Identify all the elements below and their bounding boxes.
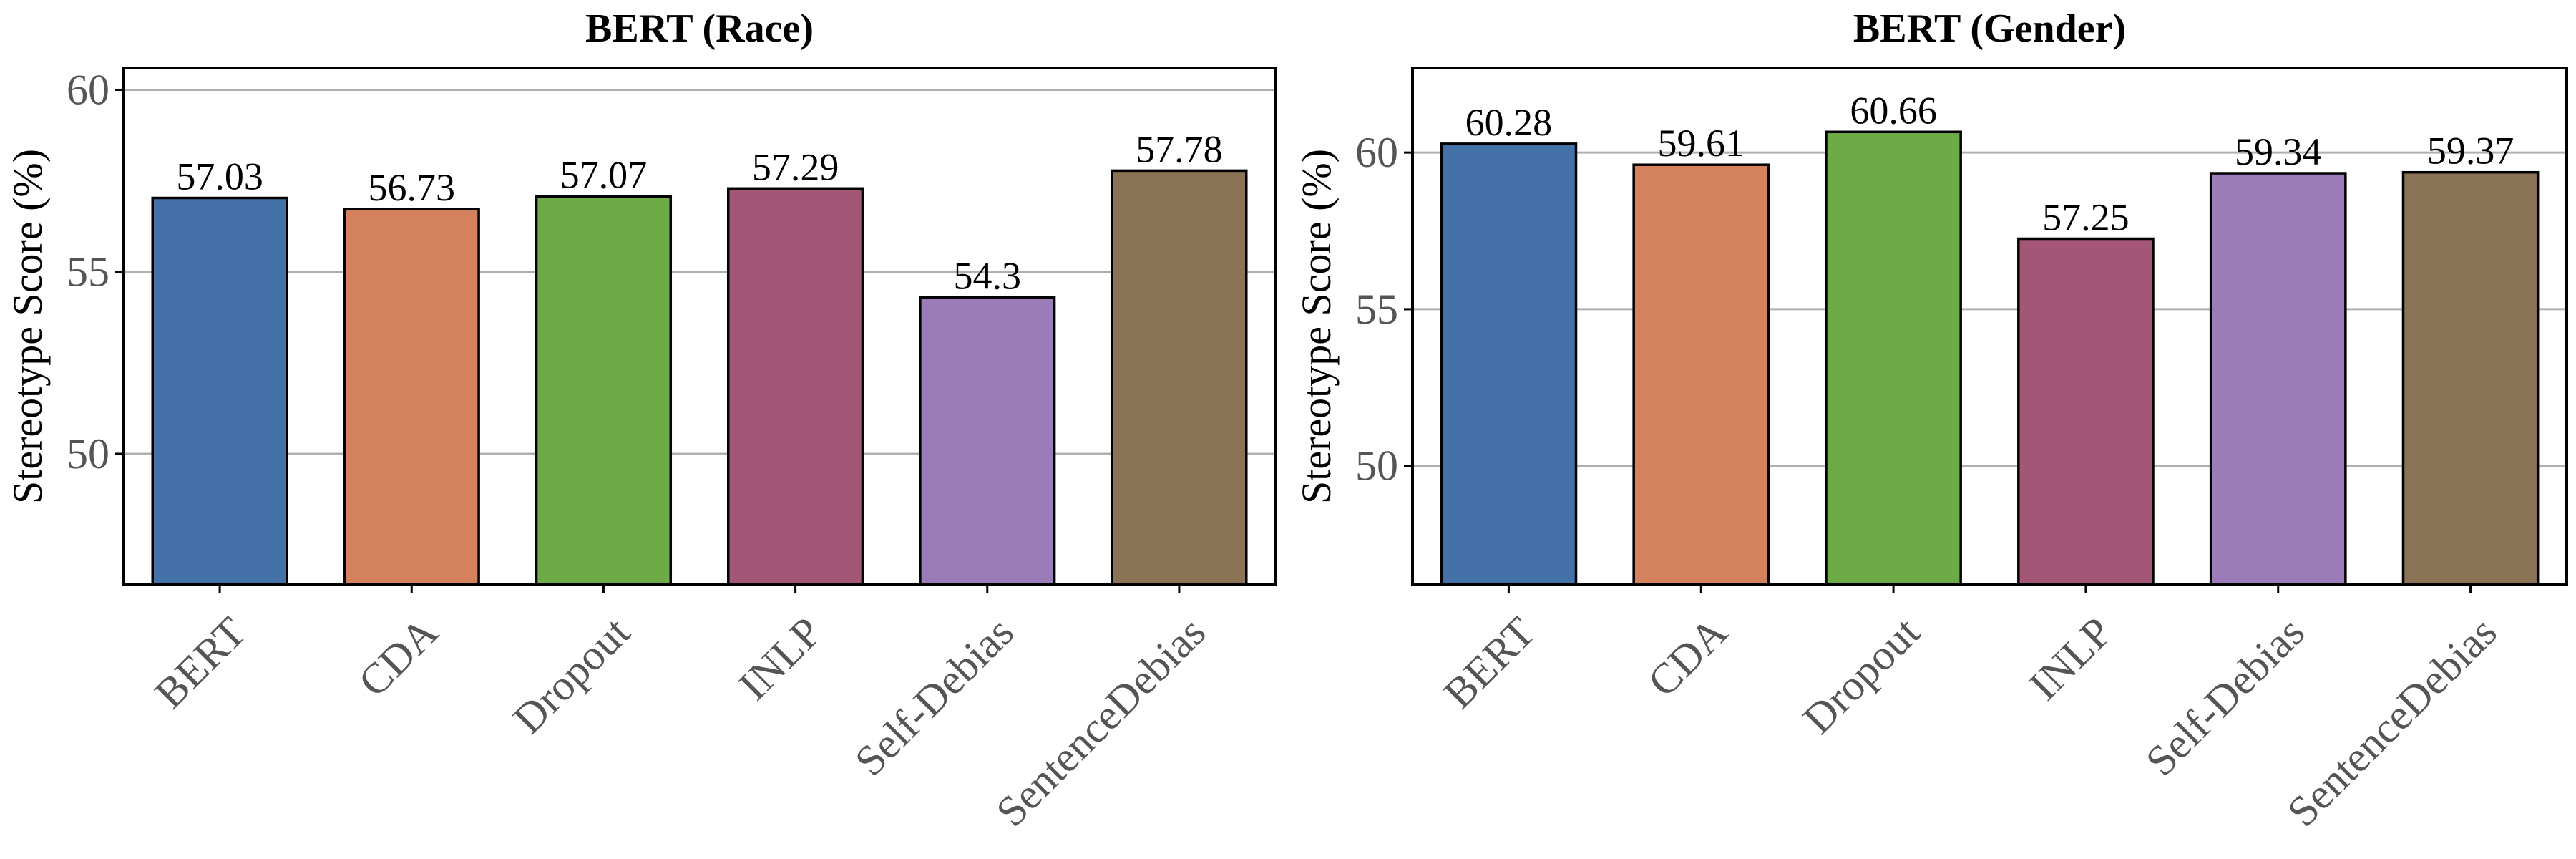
y-axis-label: Stereotype Score (%)	[4, 149, 51, 504]
value-label: 59.37	[2427, 130, 2514, 173]
chart-title: BERT (Gender)	[1853, 6, 2126, 51]
x-tick-label: BERT	[146, 608, 255, 718]
value-label: 59.61	[1658, 122, 1745, 165]
x-tick-label: Dropout	[1794, 608, 1928, 742]
chart-panel-0: 57.03 BERT 56.73 CDA 57.07 Dropout 57.29 INLP 54…	[4, 6, 1277, 835]
bar-sentencedebias	[1111, 169, 1248, 586]
y-tick-label: 60	[67, 67, 109, 114]
chart-title: BERT (Race)	[585, 6, 814, 51]
plot-frame	[122, 67, 1277, 586]
y-tick-label: 60	[1355, 129, 1398, 176]
chart-panel-1: 60.28 BERT 59.61 CDA 60.66 Dropout 57.25 INLP 59…	[1293, 6, 2568, 835]
value-label: 60.28	[1465, 101, 1553, 144]
y-tick-label: 55	[1355, 286, 1398, 333]
plot-frame	[1411, 67, 2568, 586]
bar-inlp	[726, 187, 864, 586]
bar-bert	[151, 196, 288, 586]
x-tick-label: CDA	[1639, 608, 1736, 706]
bar-cda	[1632, 163, 1770, 586]
x-tick-label: Self-Debias	[2137, 608, 2313, 785]
bar-dropout	[535, 195, 673, 586]
bar-sentencedebias	[2401, 170, 2540, 586]
y-tick-label: 50	[1355, 442, 1398, 490]
y-axis-label: Stereotype Score (%)	[1293, 149, 1340, 504]
value-label: 59.34	[2235, 130, 2322, 173]
x-tick-label: CDA	[349, 608, 447, 706]
bar-inlp	[2017, 237, 2155, 586]
value-label: 57.03	[176, 155, 263, 198]
value-label: 57.25	[2042, 195, 2129, 238]
x-tick-label: BERT	[1435, 608, 1544, 718]
value-label: 57.78	[1136, 127, 1223, 170]
bar-cda	[343, 208, 480, 586]
x-tick-label: Self-Debias	[846, 608, 1023, 785]
value-label: 57.07	[560, 153, 648, 196]
x-tick-label: INLP	[2020, 608, 2121, 709]
value-label: 60.66	[1850, 89, 1937, 132]
value-label: 54.3	[954, 254, 1022, 297]
value-label: 56.73	[369, 166, 456, 209]
x-tick-label: INLP	[730, 608, 831, 709]
y-tick-label: 50	[67, 430, 109, 477]
bar-dropout	[1825, 130, 1962, 586]
bar-self-debias	[919, 296, 1056, 586]
y-tick-label: 55	[67, 248, 109, 296]
x-tick-label: Dropout	[504, 608, 639, 742]
bar-self-debias	[2209, 172, 2347, 586]
value-label: 57.29	[752, 145, 839, 188]
bar-bert	[1440, 142, 1578, 586]
